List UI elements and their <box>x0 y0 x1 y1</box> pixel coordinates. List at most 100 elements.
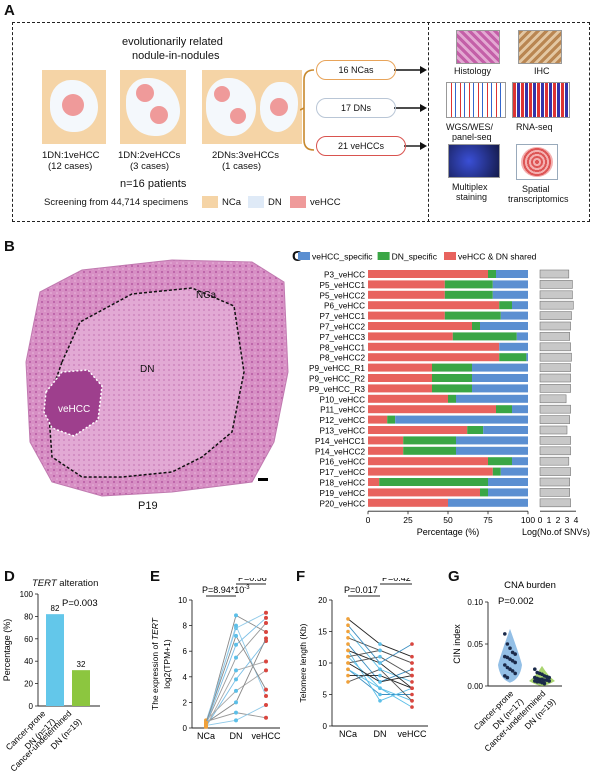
label-vehcc-b: veHCC <box>58 404 91 415</box>
point-vehcc <box>410 692 414 697</box>
rnaseq-thumb <box>512 82 570 118</box>
bar-value-label: 32 <box>77 660 86 669</box>
bar-segment <box>480 322 528 330</box>
point-group-1 <box>505 665 510 670</box>
point-nca <box>346 617 350 621</box>
telomere-length-chart: 0 5 10 15 20 Telomere length (Kb) NCa DN veHCC P=… <box>298 578 428 739</box>
group-2-cases: (3 cases) <box>130 161 170 172</box>
point-dn <box>378 661 382 665</box>
snv-count-bar <box>539 394 567 404</box>
snv-count-bar <box>539 456 570 466</box>
y-tick-label: 20 <box>24 680 33 689</box>
y-tick-label: 8 <box>183 622 188 631</box>
bar-segment <box>496 270 528 278</box>
wgs-thumb <box>446 82 506 118</box>
nodule-group-1 <box>42 70 106 144</box>
point-dn <box>234 700 238 705</box>
point-nca <box>346 648 350 653</box>
snv-count-bar <box>539 363 571 372</box>
method-staining: staining <box>456 192 488 202</box>
point-group-1 <box>513 660 517 665</box>
row-label: P7_veHCC3 <box>319 333 365 342</box>
row-label: P14_veHCC1 <box>315 437 366 446</box>
x-tick-label-2: 0 <box>538 515 543 525</box>
bar-segment <box>368 342 500 351</box>
bar-segment <box>368 457 488 466</box>
row-label: P5_veHCC1 <box>319 281 365 290</box>
bar-segment <box>456 446 528 455</box>
row-label: P9_veHCC_R1 <box>309 364 365 373</box>
method-rnaseq: RNA-seq <box>516 122 553 132</box>
point-vehcc <box>264 694 268 698</box>
bar-segment <box>488 478 528 486</box>
bar-segment <box>456 394 528 403</box>
point-group-1 <box>510 669 515 673</box>
y-tick-label: 20 <box>318 596 327 605</box>
y-tick-label: 15 <box>318 628 327 637</box>
bar-segment <box>368 322 472 330</box>
point-group-1 <box>513 671 517 676</box>
point-vehcc <box>264 715 268 720</box>
bar-segment <box>368 353 500 362</box>
point-dn <box>234 623 238 628</box>
bar-segment <box>444 311 501 320</box>
point-dn <box>234 655 238 660</box>
y-tick-label: 10 <box>178 596 187 605</box>
snv-count-bar <box>539 290 573 300</box>
point-dn <box>378 699 382 703</box>
bar-segment <box>472 322 480 330</box>
label-dn-b: DN <box>140 364 155 375</box>
bar-segment <box>432 374 472 382</box>
row-label: P13_veHCC <box>319 427 365 436</box>
snv-count-bar <box>539 384 571 393</box>
bar-segment <box>456 436 528 445</box>
x-cat-label: DN <box>374 729 387 739</box>
y-axis-label-1: The expression of TERT <box>150 617 160 710</box>
panel-a-divider <box>428 22 429 222</box>
group-1-cases: (12 cases) <box>48 161 93 172</box>
point-vehcc <box>264 610 268 615</box>
row-label: P20_veHCC <box>319 499 365 508</box>
y-tick-label: 0 <box>29 702 34 711</box>
bar-segment <box>444 280 493 289</box>
x-cat-label: NCa <box>339 729 357 739</box>
snv-count-bar <box>539 467 571 476</box>
p-value-2: P=0.42 <box>382 578 411 583</box>
bar-segment <box>499 353 527 362</box>
legend-label-0: veHCC_specific <box>312 252 373 262</box>
bar-segment <box>472 363 528 372</box>
point-vehcc <box>410 686 414 690</box>
point-vehcc <box>264 687 268 692</box>
x-tick-label: 50 <box>443 515 453 525</box>
point-group-1 <box>508 646 512 650</box>
row-label: P17_veHCC <box>319 468 365 477</box>
y-tick-label: 0 <box>323 722 328 731</box>
panel-label-c: C <box>292 248 303 265</box>
bar-segment <box>467 426 484 434</box>
panel-label-f: F <box>296 568 306 585</box>
bar-segment <box>368 478 380 486</box>
x-axis-label: Percentage (%) <box>417 527 480 537</box>
point-dn <box>378 642 382 646</box>
label-nca-b: NCa <box>196 290 217 301</box>
bar-segment <box>480 488 488 497</box>
method-multiplex: Multiplex <box>452 182 488 192</box>
bar-segment <box>368 311 445 320</box>
point-dn <box>234 710 238 715</box>
x-tick-label: 75 <box>483 515 493 525</box>
panel-a-bracket <box>300 66 427 151</box>
row-label: P16_veHCC <box>319 458 365 467</box>
row-label: P3_veHCC <box>324 271 365 280</box>
snv-count-bar <box>539 311 572 320</box>
bar-segment <box>368 426 468 434</box>
pair-line <box>205 704 267 726</box>
bar-segment <box>488 488 528 497</box>
point-group-1 <box>503 632 507 636</box>
method-histology: Histology <box>454 66 492 76</box>
point-vehcc <box>410 680 414 684</box>
histology-thumb <box>456 30 500 64</box>
bar-segment <box>516 332 528 341</box>
snv-count-bar <box>539 488 571 497</box>
point-group-1 <box>510 659 515 663</box>
